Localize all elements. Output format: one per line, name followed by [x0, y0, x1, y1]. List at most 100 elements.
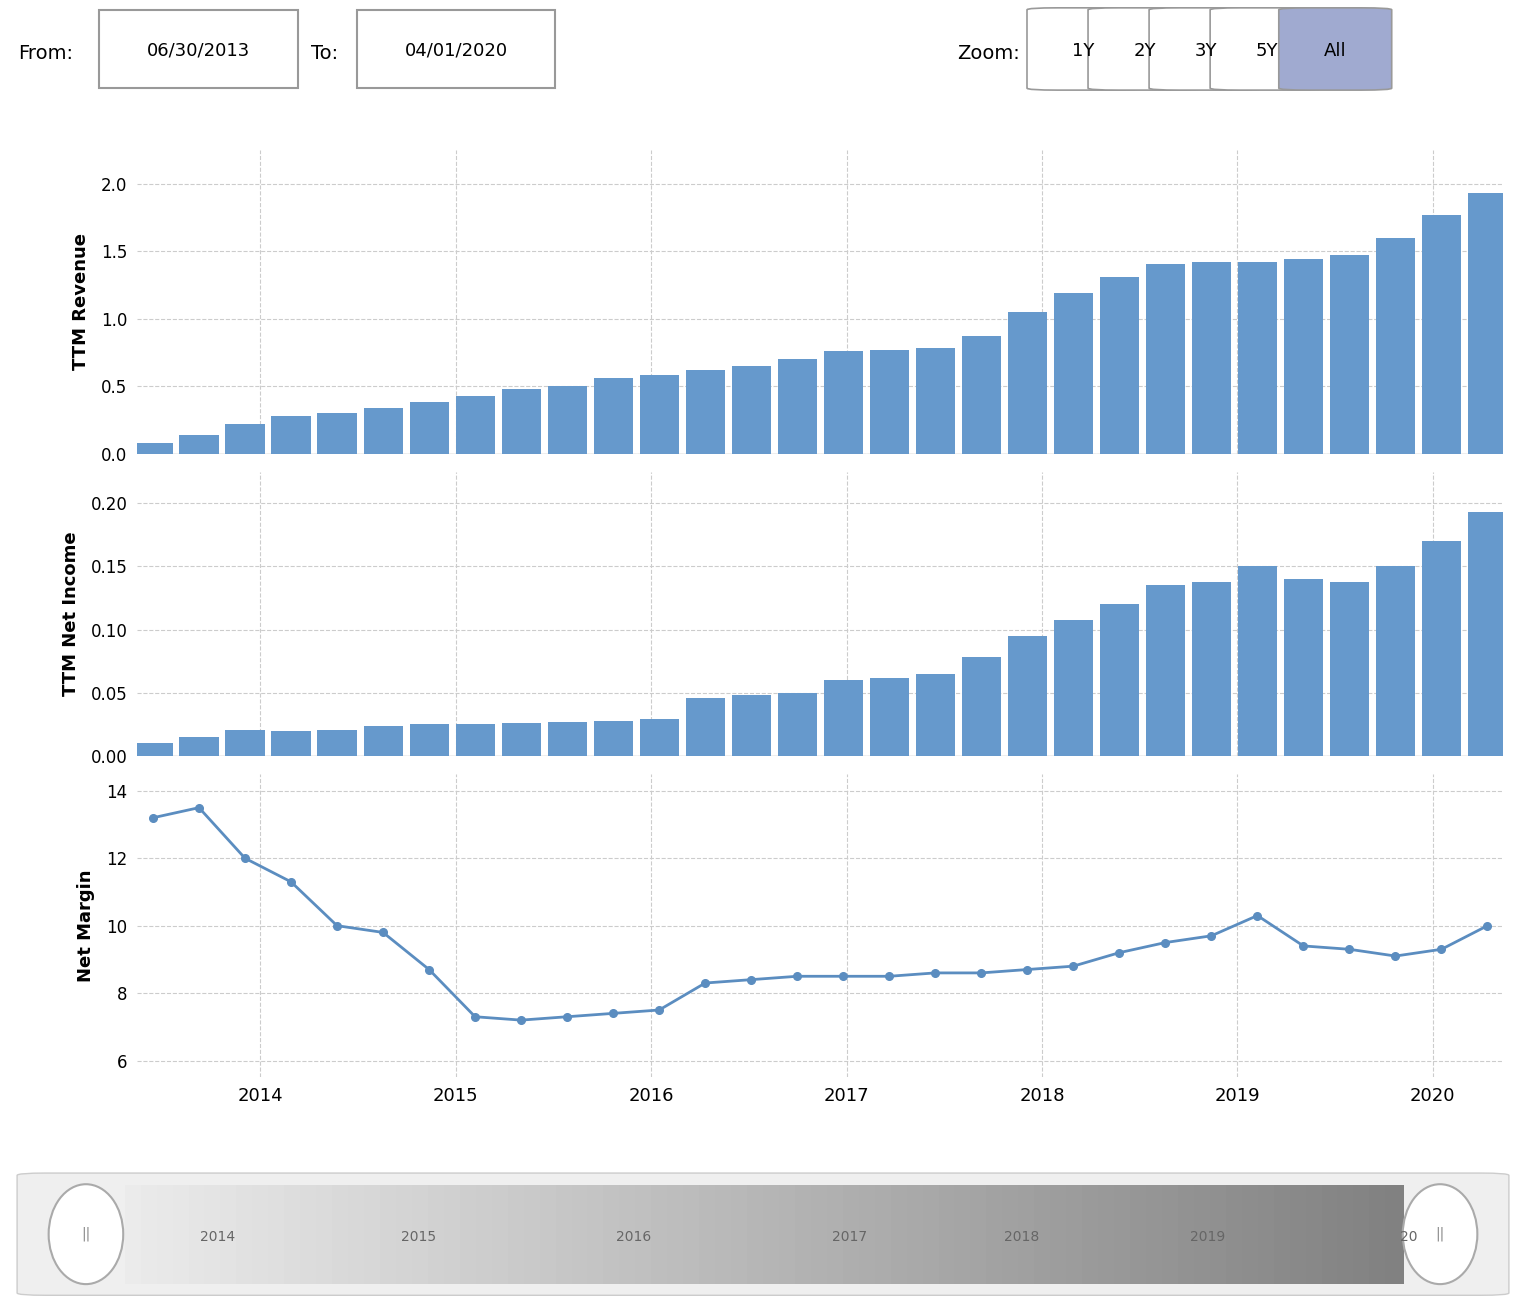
Text: 06/30/2013: 06/30/2013 — [146, 42, 250, 60]
Bar — [1100, 277, 1138, 453]
Bar — [699, 1185, 719, 1284]
Bar — [456, 396, 494, 453]
Bar — [456, 725, 494, 756]
Bar — [1050, 1185, 1070, 1284]
Bar — [986, 1185, 1006, 1284]
Bar — [874, 1185, 894, 1284]
Bar — [140, 1185, 159, 1284]
Bar — [409, 725, 449, 756]
Bar — [502, 389, 540, 453]
Bar — [1067, 1185, 1085, 1284]
Bar — [1099, 1185, 1117, 1284]
Bar — [363, 407, 403, 453]
Bar — [763, 1185, 781, 1284]
Bar — [555, 1185, 574, 1284]
Bar — [365, 1185, 383, 1284]
Bar — [572, 1185, 591, 1284]
Bar — [635, 1185, 655, 1284]
Bar — [1131, 1185, 1149, 1284]
Bar — [594, 721, 633, 756]
Bar — [1178, 1185, 1196, 1284]
Bar — [1100, 605, 1138, 756]
Bar — [548, 722, 586, 756]
Bar — [316, 1185, 336, 1284]
Bar — [795, 1185, 813, 1284]
Bar — [157, 1185, 175, 1284]
Bar — [639, 720, 679, 756]
Text: 2015: 2015 — [401, 1229, 436, 1243]
Bar — [1468, 512, 1508, 756]
Bar — [1054, 293, 1093, 453]
Bar — [824, 351, 862, 453]
Text: 1Y: 1Y — [1073, 42, 1094, 60]
Bar — [540, 1185, 559, 1284]
Bar — [333, 1185, 351, 1284]
Bar — [1369, 1185, 1389, 1284]
Bar — [639, 375, 679, 453]
Bar — [916, 674, 955, 756]
Bar — [891, 1185, 909, 1284]
Bar — [916, 349, 955, 453]
Bar — [684, 1185, 702, 1284]
Y-axis label: TTM Net Income: TTM Net Income — [61, 532, 79, 696]
Bar — [827, 1185, 845, 1284]
Bar — [476, 1185, 494, 1284]
Bar — [1376, 567, 1415, 756]
Bar — [1192, 263, 1231, 453]
Bar — [508, 1185, 526, 1284]
Bar — [810, 1185, 830, 1284]
Bar — [1146, 585, 1184, 756]
Bar — [226, 424, 264, 453]
Text: 2017: 2017 — [832, 1229, 867, 1243]
Bar — [226, 730, 264, 756]
Bar — [220, 1185, 240, 1284]
Bar — [363, 726, 403, 756]
Bar — [961, 337, 1001, 453]
Text: Zoom:: Zoom: — [957, 44, 1019, 64]
Text: 2016: 2016 — [617, 1229, 652, 1243]
Text: 2Y: 2Y — [1134, 42, 1155, 60]
Bar — [1193, 1185, 1213, 1284]
Bar — [1337, 1185, 1357, 1284]
Text: From:: From: — [18, 44, 73, 64]
Bar — [548, 387, 586, 453]
Bar — [870, 678, 909, 756]
Bar — [380, 1185, 398, 1284]
Bar — [1242, 1185, 1260, 1284]
FancyBboxPatch shape — [357, 10, 555, 88]
Bar — [444, 1185, 462, 1284]
Bar — [1114, 1185, 1132, 1284]
Bar — [594, 379, 633, 453]
Bar — [938, 1185, 957, 1284]
FancyBboxPatch shape — [1149, 8, 1262, 90]
Text: 5Y: 5Y — [1256, 42, 1277, 60]
Bar — [961, 657, 1001, 756]
Bar — [1283, 260, 1323, 453]
Bar — [1468, 193, 1508, 453]
Bar — [1322, 1185, 1340, 1284]
Bar — [395, 1185, 415, 1284]
Bar — [859, 1185, 877, 1284]
Bar — [1422, 215, 1460, 453]
Bar — [778, 693, 816, 756]
Bar — [1238, 567, 1277, 756]
Bar — [252, 1185, 272, 1284]
Bar — [1354, 1185, 1372, 1284]
Bar — [272, 415, 311, 453]
Text: 20: 20 — [1399, 1229, 1418, 1243]
Bar — [1018, 1185, 1038, 1284]
Bar — [237, 1185, 255, 1284]
Bar — [317, 730, 357, 756]
Bar — [1161, 1185, 1181, 1284]
Bar — [716, 1185, 734, 1284]
Bar — [1257, 1185, 1277, 1284]
Text: ||: || — [1436, 1226, 1445, 1242]
Bar — [731, 366, 771, 453]
Bar — [284, 1185, 304, 1284]
Bar — [778, 359, 816, 453]
Bar — [301, 1185, 319, 1284]
Text: 2019: 2019 — [1190, 1229, 1225, 1243]
Bar — [685, 697, 725, 756]
Bar — [1225, 1185, 1245, 1284]
FancyBboxPatch shape — [1088, 8, 1201, 90]
